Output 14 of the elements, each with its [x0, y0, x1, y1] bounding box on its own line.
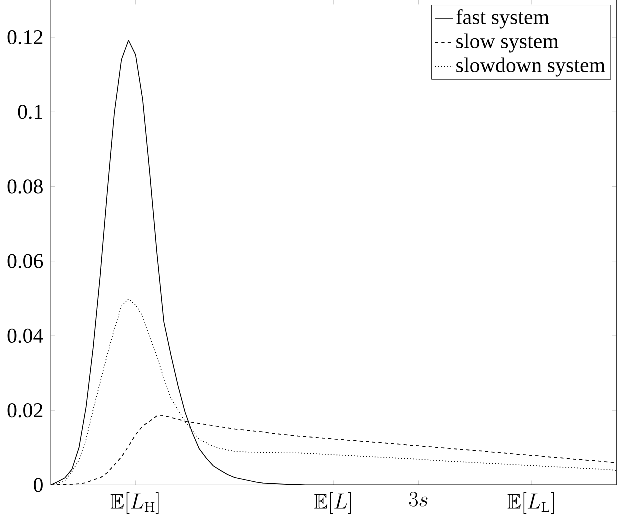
y-tick-label: 0.08: [8, 180, 43, 194]
x-tick-label: $\mathbb{E}[L]$: [314, 492, 352, 514]
y-tick-label: 0.02: [8, 403, 43, 418]
y-tick-label: 0.06: [8, 254, 44, 268]
y-tick-label: 0.04: [8, 328, 44, 344]
x-tick-label: $\mathbb{E}[L_{\mathrm{H}}]$: [110, 492, 159, 514]
legend-label: slow system: [456, 34, 559, 53]
legend-label: fast system: [456, 9, 550, 29]
legend-label: slowdown system: [456, 58, 606, 77]
y-tick-label: 0.1: [18, 104, 42, 120]
y-tick-label: 0: [34, 478, 43, 492]
y-tick-label: 0.12: [8, 30, 43, 45]
x-tick-label: $3s$: [409, 492, 428, 507]
x-tick-label: $\mathbb{E}[L_{\mathrm{L}}]$: [508, 492, 554, 514]
